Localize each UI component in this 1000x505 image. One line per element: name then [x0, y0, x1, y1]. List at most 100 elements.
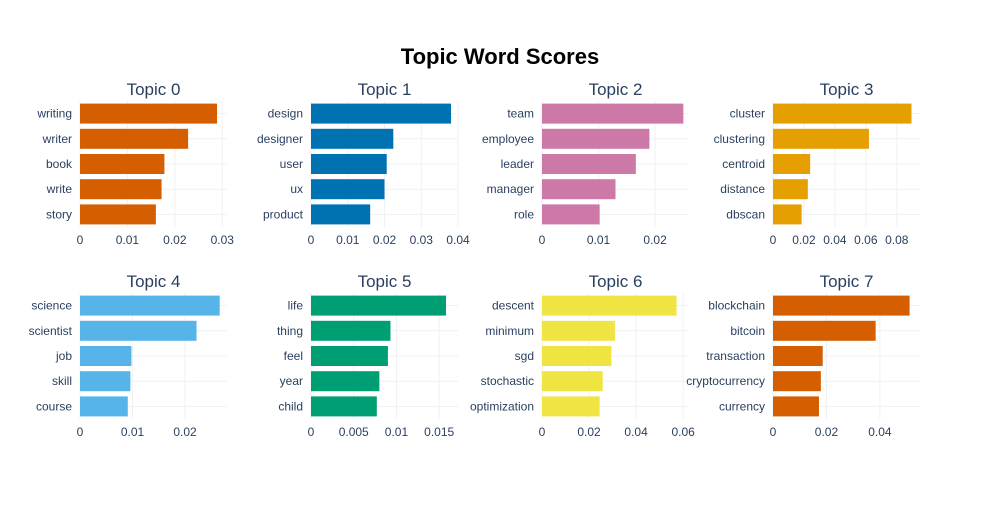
x-tick-label: 0.02	[173, 425, 197, 439]
x-tick-label: 0.04	[868, 425, 892, 439]
category-label: currency	[719, 399, 765, 413]
category-label: manager	[487, 182, 534, 196]
category-label: story	[46, 207, 72, 221]
x-tick-label: 0.04	[823, 233, 847, 247]
panel-topic-1: Topic 1 design designer user ux product 0 0.01 0…	[257, 80, 470, 247]
x-tick-label: 0	[308, 425, 315, 439]
bar	[773, 320, 876, 341]
x-tick-label: 0.03	[211, 233, 235, 247]
x-tick-label: 0	[77, 425, 84, 439]
panel-title: Topic 6	[589, 272, 643, 291]
category-label: descent	[492, 299, 535, 313]
x-tick-label: 0	[308, 233, 315, 247]
x-tick-label: 0.01	[116, 233, 140, 247]
x-tick-label: 0.01	[385, 425, 409, 439]
x-tick-label: 0	[770, 233, 777, 247]
category-label: design	[268, 107, 303, 121]
panel-topic-5: Topic 5 life thing feel year child 0 0.005 0.01 0…	[277, 272, 458, 439]
x-tick-label: 0	[539, 425, 546, 439]
bar	[542, 154, 636, 174]
category-label: blockchain	[708, 299, 765, 313]
category-label: designer	[257, 132, 303, 146]
category-label: book	[46, 157, 73, 171]
bar	[542, 128, 650, 149]
panel-topic-4: Topic 4 science scientist job skill course 0 0.…	[29, 272, 227, 439]
x-tick-label: 0.015	[424, 425, 454, 439]
category-label: scientist	[29, 324, 73, 338]
category-label: write	[46, 182, 73, 196]
bar	[773, 154, 811, 174]
x-tick-label: 0.02	[792, 233, 816, 247]
category-label: writing	[36, 107, 72, 121]
bar	[773, 396, 819, 417]
category-label: product	[263, 207, 304, 221]
bar	[542, 103, 684, 124]
bar	[80, 103, 218, 124]
x-tick-label: 0.01	[587, 233, 611, 247]
x-tick-label: 0.02	[163, 233, 187, 247]
bar	[542, 179, 616, 200]
category-label: cryptocurrency	[686, 374, 765, 388]
category-label: leader	[501, 157, 534, 171]
panel-title: Topic 1	[358, 80, 412, 99]
category-label: minimum	[485, 324, 534, 338]
category-label: dbscan	[726, 207, 765, 221]
bar	[773, 128, 869, 149]
x-tick-label: 0.005	[339, 425, 369, 439]
bar	[773, 179, 808, 200]
bar	[80, 128, 189, 149]
bar	[773, 371, 821, 392]
category-label: science	[31, 299, 72, 313]
bar	[773, 103, 912, 124]
category-label: centroid	[722, 157, 765, 171]
bar	[80, 154, 165, 174]
panel-topic-6: Topic 6 descent minimum sgd stochastic optimi…	[470, 272, 695, 439]
bar	[311, 346, 388, 366]
category-label: optimization	[470, 399, 534, 413]
category-label: sgd	[515, 349, 534, 363]
x-tick-label: 0	[77, 233, 84, 247]
bar	[80, 346, 132, 366]
panel-title: Topic 3	[820, 80, 874, 99]
bar	[311, 128, 394, 149]
category-label: course	[36, 399, 72, 413]
bar	[80, 371, 131, 392]
panel-topic-3: Topic 3 cluster clustering centroid distance…	[714, 80, 920, 247]
x-tick-label: 0.03	[410, 233, 434, 247]
panel-topic-0: Topic 0 writing writer book write story 0 0.01 0…	[36, 80, 234, 247]
x-tick-label: 0.02	[373, 233, 397, 247]
bar	[773, 295, 910, 316]
x-tick-label: 0.02	[577, 425, 601, 439]
bar	[80, 295, 220, 316]
category-label: distance	[720, 182, 765, 196]
panel-title: Topic 0	[127, 80, 181, 99]
x-tick-label: 0.06	[671, 425, 695, 439]
x-tick-label: 0.04	[446, 233, 470, 247]
category-label: writer	[42, 132, 72, 146]
category-label: stochastic	[481, 374, 534, 388]
bar	[542, 320, 615, 341]
category-label: cluster	[730, 107, 765, 121]
bar	[80, 179, 162, 200]
category-label: feel	[284, 349, 303, 363]
bar	[542, 371, 603, 392]
x-tick-label: 0.01	[121, 425, 145, 439]
category-label: life	[288, 299, 304, 313]
category-label: clustering	[714, 132, 765, 146]
x-tick-label: 0.02	[815, 425, 839, 439]
x-tick-label: 0.06	[854, 233, 878, 247]
panel-title: Topic 7	[820, 272, 874, 291]
bar	[773, 346, 823, 366]
bar	[311, 320, 391, 341]
bar	[542, 396, 600, 417]
bar	[311, 295, 447, 316]
category-label: bitcoin	[730, 324, 765, 338]
bar	[311, 154, 387, 174]
panel-topic-7: Topic 7 blockchain bitcoin transaction crypt…	[686, 272, 920, 439]
category-label: role	[514, 207, 534, 221]
category-label: skill	[52, 374, 72, 388]
bar	[311, 179, 385, 200]
category-label: employee	[482, 132, 534, 146]
category-label: child	[278, 399, 303, 413]
